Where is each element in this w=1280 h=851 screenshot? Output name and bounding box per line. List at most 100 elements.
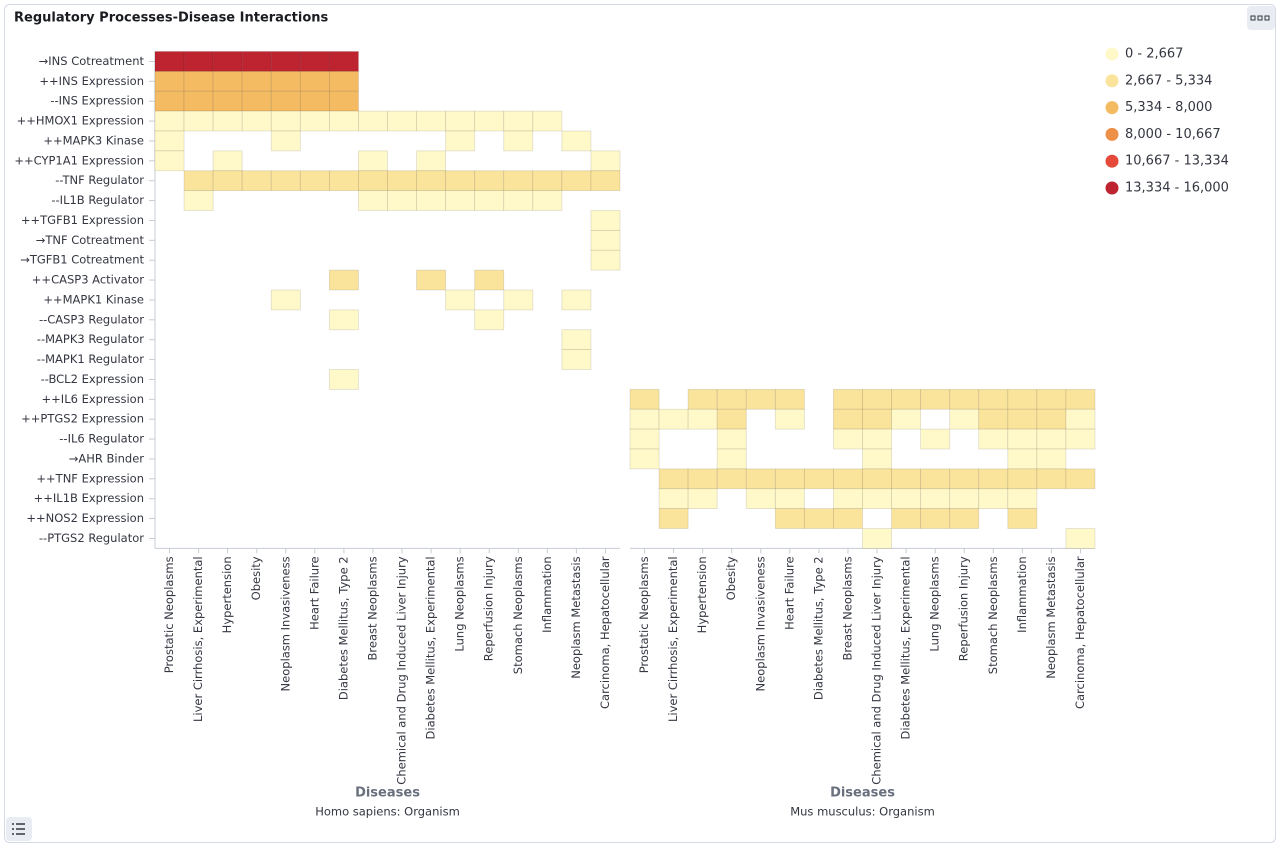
x-tick-label: Prostatic Neoplasms bbox=[637, 556, 651, 673]
heatmap-cell bbox=[590, 210, 621, 231]
x-tick-label: Inflammation bbox=[540, 556, 554, 632]
y-tick-label: --IL6 Regulator bbox=[59, 432, 144, 446]
heatmap-cell bbox=[503, 289, 534, 311]
heatmap-cell bbox=[241, 110, 272, 132]
legend-label: 0 - 2,667 bbox=[1125, 47, 1183, 62]
x-axis-title: Diseases bbox=[355, 786, 420, 801]
heatmap-cell bbox=[328, 90, 359, 112]
legend-label: 2,667 - 5,334 bbox=[1125, 73, 1212, 88]
heatmap-cell bbox=[687, 468, 718, 490]
legend-label: 13,334 - 16,000 bbox=[1125, 181, 1229, 196]
heatmap-cell bbox=[687, 388, 718, 410]
heatmap-cell bbox=[629, 428, 660, 450]
y-tick-label: ++IL1B Expression bbox=[34, 491, 144, 505]
dot bbox=[1250, 15, 1256, 21]
heatmap-cell bbox=[1007, 388, 1038, 410]
x-tick-label: Stomach Neoplasms bbox=[986, 556, 1000, 674]
x-tick-label: Hypertension bbox=[220, 556, 234, 633]
heatmap-cell bbox=[474, 190, 505, 211]
heatmap-cell bbox=[891, 488, 922, 510]
heatmap-cell bbox=[561, 329, 592, 351]
heatmap-cell bbox=[183, 110, 214, 132]
heatmap-cell bbox=[474, 309, 505, 331]
y-tick-label: --INS Expression bbox=[50, 94, 144, 108]
heatmap-cell bbox=[328, 369, 359, 390]
heatmap-cell bbox=[891, 408, 922, 430]
legend-swatch bbox=[1105, 154, 1119, 168]
heatmap-cell bbox=[1036, 388, 1067, 410]
heatmap-cell bbox=[862, 428, 892, 450]
heatmap-cell bbox=[299, 51, 330, 72]
heatmap-cell bbox=[503, 190, 534, 211]
heatmap-cell bbox=[1007, 428, 1038, 450]
heatmap-cell bbox=[445, 289, 476, 311]
x-tick-label: Carcinoma, Hepatocellular bbox=[598, 556, 612, 709]
x-tick-label: Neoplasm Metastasis bbox=[1044, 556, 1058, 678]
heatmap-cell bbox=[270, 289, 301, 311]
heatmap-cell bbox=[358, 150, 388, 172]
heatmap-cell bbox=[774, 388, 805, 410]
x-tick-label: Liver Cirrhosis, Experimental bbox=[666, 556, 680, 722]
heatmap-cell bbox=[833, 428, 863, 450]
heatmap-cell bbox=[299, 70, 330, 92]
x-tick-label: Diabetes Mellitus, Experimental bbox=[899, 556, 913, 739]
heatmap-cell bbox=[328, 170, 359, 192]
heatmap-cell bbox=[270, 110, 301, 132]
heatmap-cell bbox=[658, 468, 689, 490]
heatmap-cell bbox=[629, 448, 660, 470]
legend-toggle[interactable] bbox=[6, 817, 32, 841]
heatmap-cell bbox=[590, 229, 621, 251]
heatmap-cell bbox=[532, 110, 563, 132]
options-bg[interactable] bbox=[1247, 6, 1275, 30]
y-tick-label: ++MAPK1 Kinase bbox=[43, 292, 144, 306]
heatmap-cell bbox=[445, 170, 476, 192]
heatmap-cell bbox=[416, 150, 447, 172]
heatmap-cell bbox=[328, 269, 359, 291]
heatmap-cell bbox=[328, 70, 359, 92]
x-tick-label: Chemical and Drug Induced Liver Injury bbox=[870, 556, 884, 785]
heatmap-cell bbox=[716, 468, 747, 490]
heatmap-cell bbox=[474, 110, 505, 132]
x-tick-label: Diabetes Mellitus, Experimental bbox=[424, 556, 438, 739]
x-axis-subtitle: Homo sapiens: Organism bbox=[315, 805, 460, 819]
x-tick-label: Obesity bbox=[724, 556, 738, 600]
x-tick-label: Neoplasm Invasiveness bbox=[753, 556, 767, 691]
heatmap-cell bbox=[862, 408, 892, 430]
y-tick-label: →TNF Cotreatment bbox=[36, 233, 145, 247]
heatmap-cell bbox=[358, 170, 388, 192]
x-tick-label: Liver Cirrhosis, Experimental bbox=[191, 556, 205, 722]
heatmap-cell bbox=[328, 110, 359, 132]
heatmap-cell bbox=[270, 90, 301, 112]
heatmap-cell bbox=[1036, 408, 1067, 430]
heatmap-cell bbox=[241, 170, 272, 192]
heatmap-cell bbox=[803, 468, 834, 490]
x-tick-label: Diabetes Mellitus, Type 2 bbox=[336, 556, 350, 700]
heatmap-cell bbox=[978, 488, 1009, 510]
heatmap-cell bbox=[212, 150, 243, 172]
x-tick-label: Chemical and Drug Induced Liver Injury bbox=[395, 556, 409, 785]
heatmap-cell bbox=[920, 388, 951, 410]
heatmap-cell bbox=[212, 70, 243, 92]
heatmap-cell bbox=[1065, 408, 1096, 430]
heatmap-cell bbox=[658, 408, 689, 430]
options-button[interactable] bbox=[1247, 6, 1275, 30]
heatmap-cell bbox=[416, 190, 447, 211]
x-tick-label: Prostatic Neoplasms bbox=[162, 556, 176, 673]
heatmap-cell bbox=[183, 70, 214, 92]
x-tick-label: Stomach Neoplasms bbox=[511, 556, 525, 674]
x-tick-label: Neoplasm Metastasis bbox=[569, 556, 583, 678]
x-tick-label: Heart Failure bbox=[782, 556, 796, 630]
x-axis-subtitle: Mus musculus: Organism bbox=[790, 805, 935, 819]
heatmap-cell bbox=[745, 468, 776, 490]
heatmap-cell bbox=[891, 388, 922, 410]
y-tick-label: --TNF Regulator bbox=[55, 173, 144, 187]
heatmap-cell bbox=[833, 488, 863, 510]
heatmap-cell bbox=[833, 508, 863, 529]
legend-label: 8,000 - 10,667 bbox=[1125, 127, 1221, 142]
y-tick-label: --PTGS2 Regulator bbox=[39, 531, 144, 545]
heatmap-cell bbox=[387, 190, 417, 211]
heatmap-cell bbox=[774, 508, 805, 529]
heatmap-cell bbox=[474, 269, 505, 291]
heatmap-cell bbox=[716, 388, 747, 410]
heatmap-cell bbox=[154, 90, 185, 112]
